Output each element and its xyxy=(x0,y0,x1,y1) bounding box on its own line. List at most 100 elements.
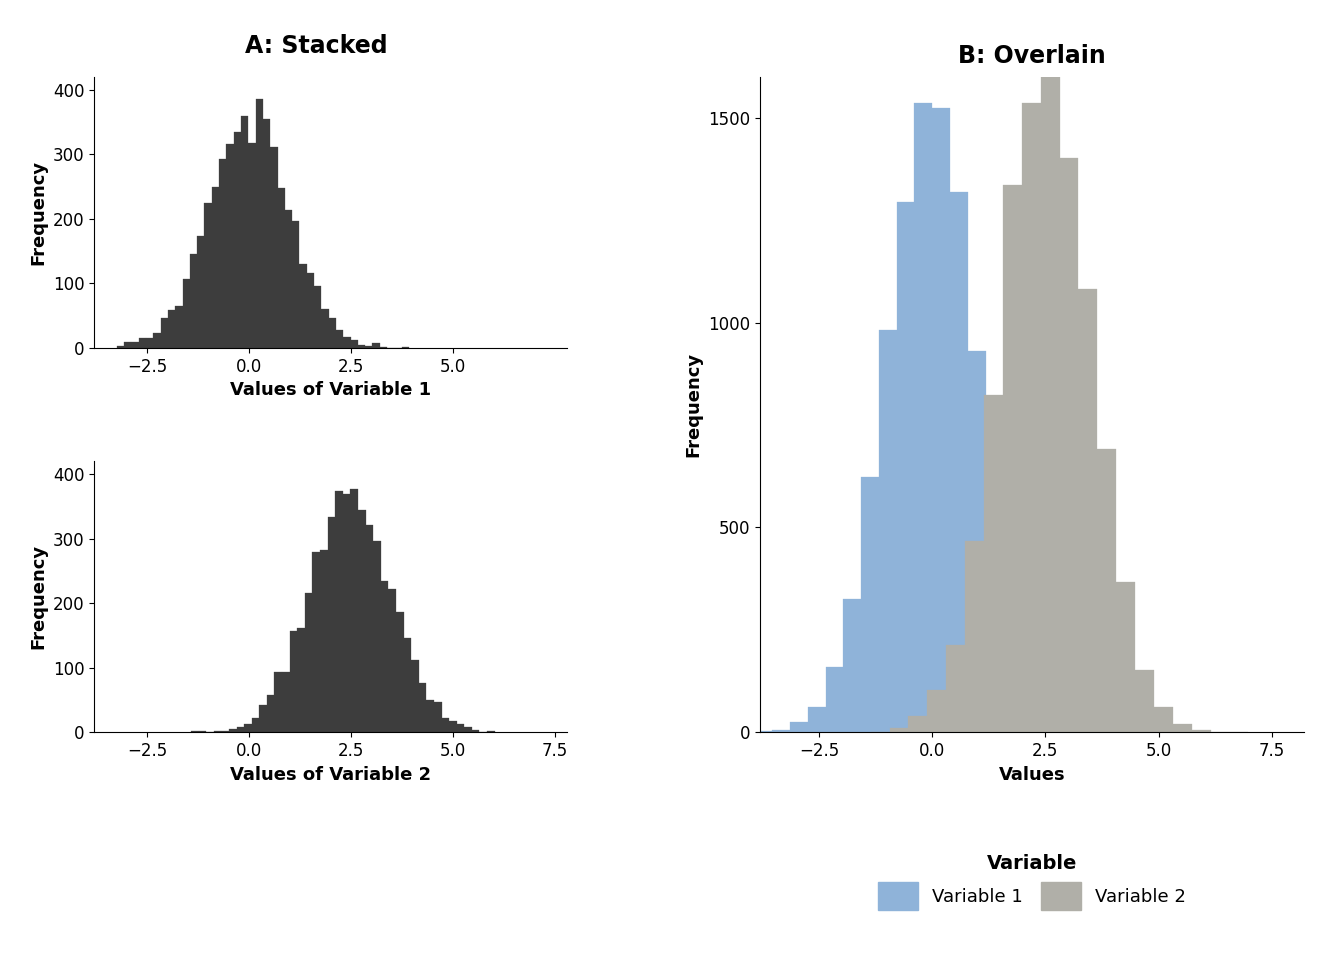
Bar xyxy=(946,645,965,732)
Bar xyxy=(226,144,234,348)
Bar xyxy=(754,731,773,732)
Bar xyxy=(1056,722,1074,732)
Bar xyxy=(472,731,480,732)
Bar xyxy=(212,186,219,348)
Bar xyxy=(464,727,472,732)
Bar xyxy=(372,344,380,348)
Bar xyxy=(862,477,879,732)
Bar xyxy=(896,203,914,732)
Bar xyxy=(204,204,212,348)
Bar xyxy=(168,310,175,348)
Bar xyxy=(153,333,161,348)
Bar xyxy=(183,278,190,348)
Y-axis label: Frequency: Frequency xyxy=(30,159,47,265)
Bar xyxy=(965,541,984,732)
Bar xyxy=(245,724,251,732)
Bar xyxy=(219,158,226,348)
Bar xyxy=(249,143,255,348)
Bar xyxy=(426,700,434,732)
Bar xyxy=(124,342,132,348)
Bar xyxy=(336,330,343,348)
Bar xyxy=(790,722,808,732)
Bar xyxy=(328,517,335,732)
Bar xyxy=(270,147,277,348)
Text: A: Stacked: A: Stacked xyxy=(245,34,387,58)
Bar xyxy=(442,717,449,732)
Bar xyxy=(388,589,396,732)
Bar xyxy=(1004,593,1021,732)
Bar xyxy=(263,119,270,348)
Bar xyxy=(396,612,403,732)
Bar xyxy=(380,581,388,732)
Legend: Variable 1, Variable 2: Variable 1, Variable 2 xyxy=(871,847,1193,918)
Bar xyxy=(843,599,862,732)
Bar xyxy=(1074,730,1093,732)
X-axis label: Values of Variable 1: Values of Variable 1 xyxy=(230,381,431,399)
Bar xyxy=(984,395,1003,732)
Bar xyxy=(138,338,146,348)
Bar xyxy=(234,132,241,348)
Bar xyxy=(297,629,305,732)
Bar xyxy=(300,264,306,348)
Bar xyxy=(292,222,300,348)
Y-axis label: Frequency: Frequency xyxy=(684,352,703,457)
Bar xyxy=(1078,290,1097,732)
Bar xyxy=(305,593,312,732)
Bar xyxy=(228,730,237,732)
Bar xyxy=(1059,158,1078,732)
Bar xyxy=(1192,731,1211,732)
Bar xyxy=(267,695,274,732)
Bar xyxy=(1003,185,1021,732)
Bar xyxy=(290,631,297,732)
Bar xyxy=(927,690,946,732)
Bar xyxy=(985,482,1004,732)
Bar xyxy=(241,115,249,348)
Bar xyxy=(879,330,896,732)
Bar xyxy=(374,540,380,732)
Bar xyxy=(1039,707,1056,732)
Bar xyxy=(909,716,927,732)
Bar xyxy=(933,108,950,732)
Bar xyxy=(335,491,343,732)
Bar xyxy=(968,351,985,732)
Bar xyxy=(306,273,314,348)
Bar xyxy=(808,707,825,732)
Bar xyxy=(419,683,426,732)
Bar xyxy=(358,510,366,732)
Bar xyxy=(358,345,366,348)
X-axis label: Values of Variable 2: Values of Variable 2 xyxy=(230,766,431,783)
Bar xyxy=(434,702,442,732)
Bar xyxy=(1136,670,1154,732)
Bar xyxy=(282,672,290,732)
Bar xyxy=(914,103,933,732)
Bar xyxy=(329,318,336,348)
Bar xyxy=(351,340,358,348)
Bar xyxy=(161,318,168,348)
Bar xyxy=(1021,667,1039,732)
X-axis label: Values: Values xyxy=(999,766,1066,783)
Bar xyxy=(343,337,351,348)
Bar xyxy=(132,342,138,348)
Bar xyxy=(457,724,464,732)
Bar xyxy=(237,727,245,732)
Bar xyxy=(255,99,263,348)
Bar xyxy=(825,667,843,732)
Bar xyxy=(366,346,372,348)
Bar xyxy=(402,347,409,348)
Bar xyxy=(190,253,198,348)
Title: B: Overlain: B: Overlain xyxy=(958,44,1106,68)
Bar xyxy=(312,552,320,732)
Y-axis label: Frequency: Frequency xyxy=(30,544,47,649)
Bar xyxy=(366,525,374,732)
Bar xyxy=(1021,103,1040,732)
Bar xyxy=(411,660,419,732)
Bar xyxy=(1154,707,1173,732)
Bar xyxy=(343,493,351,732)
Bar xyxy=(351,489,358,732)
Bar xyxy=(1040,41,1059,732)
Bar xyxy=(449,721,457,732)
Bar xyxy=(950,192,968,732)
Bar xyxy=(259,706,267,732)
Bar xyxy=(198,235,204,348)
Bar xyxy=(403,638,411,732)
